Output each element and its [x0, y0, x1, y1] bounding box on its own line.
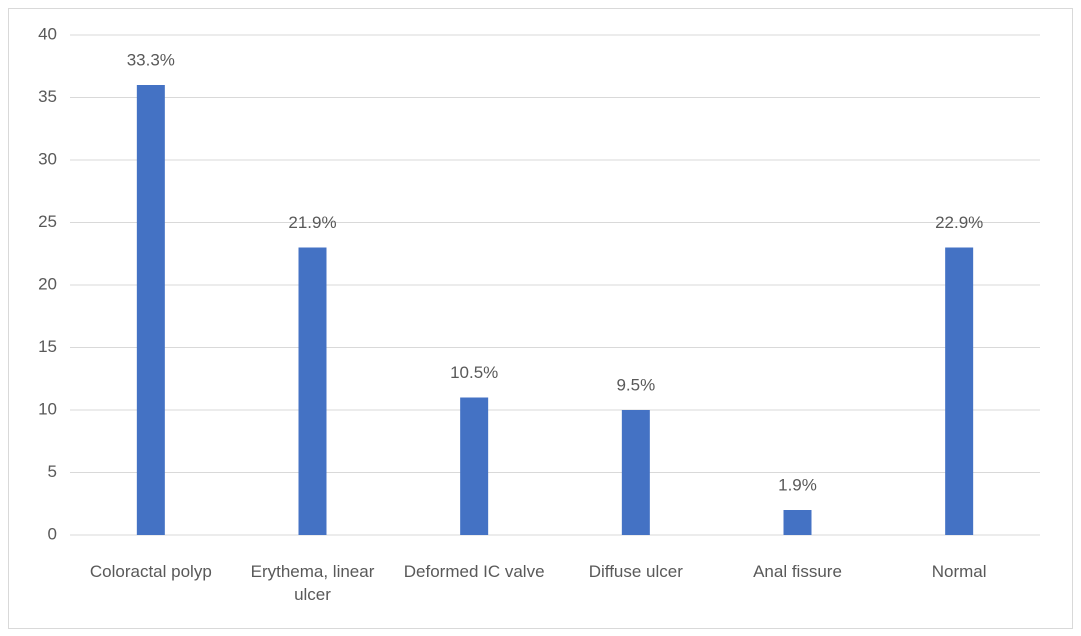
y-tick-label: 30 [38, 149, 57, 168]
data-label: 22.9% [935, 213, 983, 232]
bar [136, 85, 165, 535]
y-tick-label: 15 [38, 337, 57, 356]
bar [945, 247, 974, 535]
x-tick-label: Normal [931, 562, 987, 581]
bar [783, 510, 812, 535]
bar [298, 247, 327, 535]
data-label: 9.5% [616, 375, 655, 394]
chart-border [8, 8, 1073, 629]
x-tick-label: Diffuse ulcer [588, 562, 683, 581]
x-tick-label: Coloractal polyp [89, 562, 212, 581]
data-label: 33.3% [127, 50, 175, 69]
y-tick-label: 40 [38, 24, 57, 43]
data-label: 10.5% [450, 363, 498, 382]
y-tick-label: 5 [48, 462, 57, 481]
bar [621, 410, 650, 535]
y-tick-label: 25 [38, 212, 57, 231]
data-label: 1.9% [778, 475, 817, 494]
y-tick-label: 0 [48, 524, 57, 543]
x-tick-label: Erythema, linear ulcer [250, 562, 375, 604]
y-tick-label: 20 [38, 274, 57, 293]
y-tick-label: 10 [38, 399, 57, 418]
bar [460, 397, 489, 535]
data-label: 21.9% [288, 213, 336, 232]
x-tick-label: Deformed IC valve [403, 562, 545, 581]
y-tick-label: 35 [38, 87, 57, 106]
x-tick-label: Anal fissure [753, 562, 842, 581]
